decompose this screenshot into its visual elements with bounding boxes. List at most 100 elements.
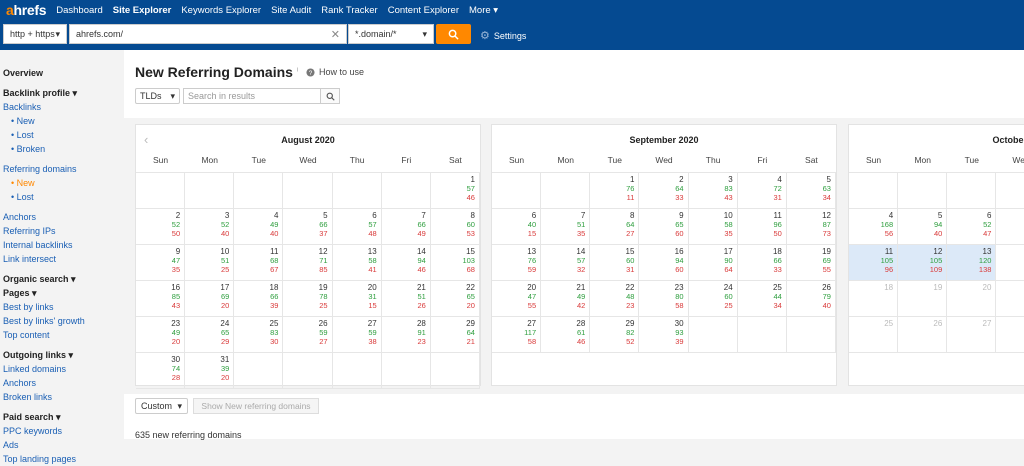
calendar-day[interactable]: 18 66 39 xyxy=(234,281,284,317)
calendar-day[interactable]: 6 57 48 xyxy=(332,209,382,245)
calendar-day[interactable]: 26 79 40 xyxy=(786,281,836,317)
calendar-day[interactable]: 22 48 23 xyxy=(590,281,640,317)
sidebar-item[interactable]: Broken links xyxy=(3,392,53,402)
calendar-day[interactable]: 11 96 50 xyxy=(737,209,787,245)
calendar-day[interactable]: 27 117 58 xyxy=(492,317,542,353)
calendar-day[interactable]: 12 71 85 xyxy=(283,245,333,281)
calendar-day[interactable]: 4 168 56 xyxy=(849,209,899,245)
calendar-day[interactable]: 12 105 109 xyxy=(898,245,948,281)
sidebar-item[interactable]: • Lost xyxy=(11,130,34,140)
period-select[interactable]: Custom ▾ xyxy=(135,398,188,414)
nav-site-explorer[interactable]: Site Explorer xyxy=(112,4,172,16)
calendar-day[interactable]: 15 103 68 xyxy=(430,245,480,281)
calendar-day[interactable]: 7 51 35 xyxy=(541,209,591,245)
how-to-use-link[interactable]: ? How to use xyxy=(306,67,364,77)
nav-site-audit[interactable]: Site Audit xyxy=(271,4,312,16)
calendar-day[interactable]: 14 94 46 xyxy=(381,245,431,281)
calendar-day[interactable]: 4 49 40 xyxy=(234,209,284,245)
calendar-day[interactable]: 11 68 67 xyxy=(234,245,284,281)
mode-select[interactable]: *.domain/* ▾ xyxy=(348,24,434,44)
calendar-day[interactable]: 28 91 23 xyxy=(381,317,431,353)
settings-link[interactable]: ⚙ Settings xyxy=(480,30,527,42)
calendar-day[interactable]: 4 72 31 xyxy=(737,173,787,209)
sidebar-item[interactable]: PPC keywords xyxy=(3,426,63,436)
calendar-day[interactable]: 28 61 46 xyxy=(541,317,591,353)
calendar-day[interactable]: 1 76 11 xyxy=(590,173,640,209)
calendar-day[interactable]: 20 31 15 xyxy=(332,281,382,317)
calendar-day[interactable]: 12 87 73 xyxy=(786,209,836,245)
calendar-day[interactable]: 5 94 40 xyxy=(898,209,948,245)
results-search-input[interactable]: Search in results xyxy=(183,88,321,104)
calendar-day[interactable]: 23 80 58 xyxy=(639,281,689,317)
sidebar-item[interactable]: Linked domains xyxy=(3,364,67,374)
calendar-day[interactable]: 9 65 60 xyxy=(639,209,689,245)
prev-month-icon[interactable]: ‹ xyxy=(144,132,149,147)
nav-content-explorer[interactable]: Content Explorer xyxy=(387,4,460,16)
sidebar-item[interactable]: Referring IPs xyxy=(3,226,56,236)
calendar-day[interactable]: 17 90 64 xyxy=(688,245,738,281)
sidebar-item[interactable]: Top content xyxy=(3,330,50,340)
nav-more[interactable]: More ▾ xyxy=(469,4,499,16)
calendar-day[interactable]: 21 49 42 xyxy=(541,281,591,317)
calendar-day[interactable]: 29 82 52 xyxy=(590,317,640,353)
sidebar-item[interactable]: Internal backlinks xyxy=(3,240,73,250)
sidebar-item[interactable]: Best by links' growth xyxy=(3,316,85,326)
calendar-day[interactable]: 20 47 55 xyxy=(492,281,542,317)
calendar-day[interactable]: 10 58 35 xyxy=(688,209,738,245)
sidebar-item[interactable]: Best by links xyxy=(3,302,54,312)
protocol-select[interactable]: http + https ▾ xyxy=(3,24,67,44)
calendar-day[interactable]: 24 65 29 xyxy=(185,317,235,353)
tld-filter[interactable]: TLDs ▾ xyxy=(135,88,180,104)
calendar-day[interactable]: 25 44 34 xyxy=(737,281,787,317)
sidebar-item[interactable]: Anchors xyxy=(3,212,37,222)
calendar-day[interactable]: 22 65 20 xyxy=(430,281,480,317)
results-search-button[interactable] xyxy=(320,88,340,104)
calendar-day[interactable]: 26 59 27 xyxy=(283,317,333,353)
calendar-day[interactable]: 30 93 39 xyxy=(639,317,689,353)
calendar-day[interactable]: 10 51 25 xyxy=(185,245,235,281)
calendar-day[interactable]: 19 69 55 xyxy=(786,245,836,281)
search-button[interactable] xyxy=(436,24,471,44)
calendar-day[interactable]: 27 59 38 xyxy=(332,317,382,353)
sidebar-item[interactable]: • New xyxy=(11,116,35,126)
calendar-day[interactable]: 8 60 53 xyxy=(430,209,480,245)
clear-icon[interactable]: ✕ xyxy=(330,28,340,41)
calendar-day[interactable]: 13 58 41 xyxy=(332,245,382,281)
calendar-day[interactable]: 2 52 50 xyxy=(136,209,186,245)
calendar-day[interactable]: 11 105 96 xyxy=(849,245,899,281)
calendar-day[interactable]: 13 120 138 xyxy=(947,245,997,281)
calendar-day[interactable]: 1 57 46 xyxy=(430,173,480,209)
calendar-day[interactable]: 5 66 37 xyxy=(283,209,333,245)
calendar-day[interactable]: 3 52 40 xyxy=(185,209,235,245)
calendar-day[interactable]: 21 51 26 xyxy=(381,281,431,317)
calendar-day[interactable]: 31 39 20 xyxy=(185,353,235,389)
show-new-referring-domains-button[interactable]: Show New referring domains xyxy=(193,398,319,414)
calendar-day[interactable]: 13 76 59 xyxy=(492,245,542,281)
calendar-day[interactable]: 14 57 32 xyxy=(541,245,591,281)
calendar-day[interactable]: 19 78 25 xyxy=(283,281,333,317)
calendar-day[interactable]: 29 64 21 xyxy=(430,317,480,353)
calendar-day[interactable]: 16 94 60 xyxy=(639,245,689,281)
nav-keywords-explorer[interactable]: Keywords Explorer xyxy=(181,4,262,16)
ahrefs-logo[interactable]: ahrefs xyxy=(6,2,47,18)
calendar-day[interactable]: 25 83 30 xyxy=(234,317,284,353)
calendar-day[interactable]: 8 64 27 xyxy=(590,209,640,245)
calendar-day[interactable]: 6 40 15 xyxy=(492,209,542,245)
calendar-day[interactable]: 9 47 35 xyxy=(136,245,186,281)
sidebar-item[interactable]: Referring domains xyxy=(3,164,77,174)
calendar-day[interactable]: 24 60 25 xyxy=(688,281,738,317)
sidebar-item[interactable]: • New xyxy=(11,178,35,188)
calendar-day[interactable]: 7 66 49 xyxy=(381,209,431,245)
url-input[interactable]: ahrefs.com/✕ xyxy=(69,24,347,44)
sidebar-item[interactable]: • Broken xyxy=(11,144,46,154)
calendar-day[interactable]: 30 74 28 xyxy=(136,353,186,389)
calendar-day[interactable]: 6 52 47 xyxy=(947,209,997,245)
sidebar-item[interactable]: Anchors xyxy=(3,378,37,388)
calendar-day[interactable]: 18 66 33 xyxy=(737,245,787,281)
calendar-day[interactable]: 16 85 43 xyxy=(136,281,186,317)
calendar-day[interactable]: 5 63 34 xyxy=(786,173,836,209)
calendar-day[interactable]: 3 83 43 xyxy=(688,173,738,209)
sidebar-item[interactable]: Link intersect xyxy=(3,254,57,264)
sidebar-item[interactable]: • Lost xyxy=(11,192,34,202)
nav-dashboard[interactable]: Dashboard xyxy=(56,4,103,16)
